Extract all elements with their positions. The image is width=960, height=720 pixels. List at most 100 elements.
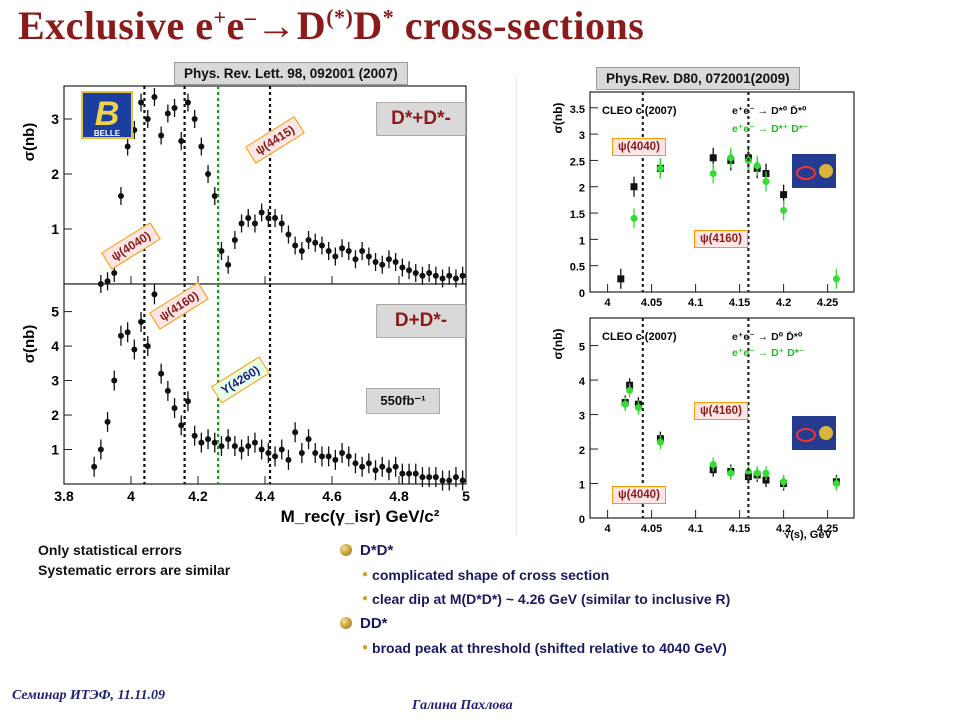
tag-psi4160-cleo-bottom: ψ(4160) [694,402,748,420]
data-point [452,474,459,481]
data-point [379,463,386,470]
slide-title: Exclusive e+e–→D(*)D* cross-sections [18,3,645,48]
y-tick-label: 1 [51,442,59,458]
x-tick-label: 4.15 [729,297,750,309]
data-point [97,281,104,287]
data-point [278,446,285,453]
data-point [238,446,245,453]
data-point [325,453,332,460]
data-point [626,386,634,394]
data-point [432,474,439,481]
data-point [178,422,185,429]
data-point [272,453,279,460]
data-point [198,439,205,446]
belle-ylabel-bottom: σ(nb) [21,325,38,364]
reference-cleo: Phys.Rev. D80, 072001(2009) [596,67,800,90]
data-point [272,215,279,221]
x-tick-label: 4 [127,488,135,504]
y-tick-label: 4 [579,376,586,388]
data-point [191,432,198,439]
data-point [178,138,185,144]
cleo-xlabel: √(s), GeV [784,529,832,541]
channel-label-d-dstar: D+D*- [376,304,466,338]
data-point [656,438,664,446]
y-tick-label: 3 [579,411,585,423]
data-point [621,400,629,408]
data-point [318,242,325,249]
data-point [151,291,158,298]
data-point [164,110,171,117]
belle-top-points [97,88,466,293]
data-point [762,177,770,185]
cleo-top-points [617,147,840,289]
data-point [332,456,339,463]
reference-belle: Phys. Rev. Lett. 98, 092001 (2007) [174,62,408,85]
belle-logo-letter: B [95,95,120,133]
errors-note-line2: Systematic errors are similar [38,562,231,578]
data-point [164,387,171,394]
belle-logo-text: BELLE [94,129,121,138]
y-tick-label: 1 [51,221,59,237]
y-tick-label: 3 [51,373,59,389]
cleo-header-top: CLEO c (2007) [602,105,677,117]
x-tick-label: 4.25 [817,297,838,309]
data-point [285,456,292,463]
cleo-header-bottom: CLEO c (2007) [602,331,677,343]
y-tick-label: 0 [579,514,585,526]
data-point [225,436,232,443]
y-tick-label: 4 [51,338,59,354]
belle-top-axes: 1 2 3 [51,111,467,284]
belle-bottom-points [91,284,466,491]
summary-bullets: D*D* ● complicated shape of cross section… [340,542,940,656]
data-point [245,215,252,221]
resonance-lines [143,86,272,484]
x-tick-label: 5 [462,488,470,504]
footer-seminar: Семинар ИТЭФ, 11.11.09 [12,688,165,703]
data-point [399,264,406,271]
data-point [709,170,717,178]
data-point [446,272,453,279]
data-point [138,318,145,325]
y-tick-label: 5 [51,304,59,320]
cleo-bottom-axes: 0 1 2 3 4 5 4 4.05 4.1 4.15 4.2 4.25 [579,342,838,535]
data-point [111,377,118,384]
data-point [238,220,245,227]
bullet-item: ● broad peak at threshold (shifted relati… [362,640,727,656]
data-point [339,245,346,252]
data-point [104,418,111,425]
cesr-cleo-logo-bottom [792,416,836,450]
x-tick-label: 4.1 [688,297,703,309]
data-point [399,470,406,477]
tag-psi4040-cleo-bottom: ψ(4040) [612,486,666,504]
data-point [392,259,399,265]
cleo-ylabel-top: σ(nb) [551,103,565,134]
data-point [634,404,642,412]
data-point [412,470,419,477]
x-tick-label: 4.2 [776,297,791,309]
data-point [332,253,339,260]
data-point [780,191,788,199]
data-point [131,346,138,353]
bullet-heading-dstar-dstar: D*D* [340,542,940,559]
data-point [656,164,664,172]
y-tick-label: 0.5 [570,262,585,274]
data-point [452,275,459,282]
x-tick-label: 4.15 [729,523,750,535]
data-point [198,143,205,150]
data-point [709,461,717,469]
data-point [117,193,124,199]
bullet-icon [340,617,352,629]
data-point [258,446,265,453]
cleo-bottom-points [621,378,840,491]
x-tick-label: 4.05 [641,297,662,309]
data-point [144,116,151,122]
bullet-item: ● clear dip at M(D*D*) ~ 4.26 GeV (simila… [362,591,731,607]
data-point [352,460,359,467]
data-point [753,469,761,477]
cleo-top-axes: 0 0.5 1 1.5 2 2.5 3 3.5 4 4.05 4.1 4.15 4.2 4.25 [570,104,839,309]
data-point [325,248,332,254]
data-point [385,467,392,474]
cleo-legend-top-2: e⁺e⁻ → D*⁺ D*⁻ [732,123,808,135]
data-point [171,405,178,412]
y-tick-label: 1.5 [570,209,585,221]
